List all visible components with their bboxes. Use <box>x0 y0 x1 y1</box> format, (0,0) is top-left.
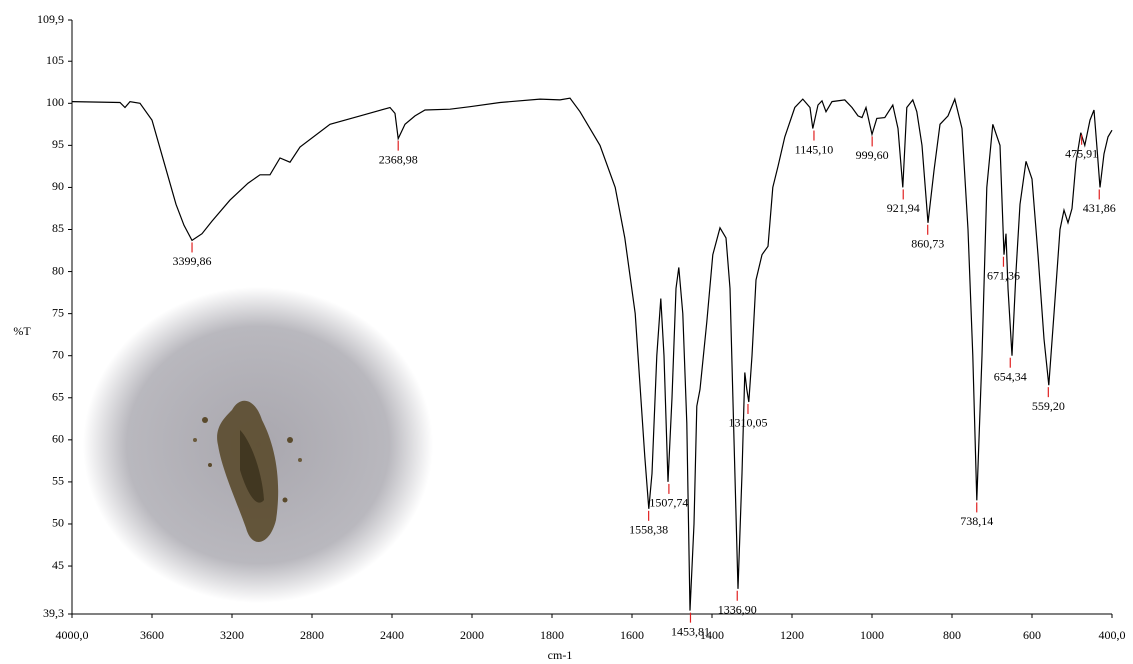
x-tick-label: 600 <box>1023 628 1041 642</box>
x-tick-label: 400,0 <box>1099 628 1126 642</box>
y-tick-label: 85 <box>52 221 64 235</box>
peak-label: 1336,90 <box>718 603 757 617</box>
y-tick-label: 75 <box>52 305 64 319</box>
peak-label: 860,73 <box>911 237 944 251</box>
y-tick-label: 60 <box>52 432 64 446</box>
y-tick-label: 109,9 <box>37 12 64 26</box>
y-tick-label: 50 <box>52 516 64 530</box>
x-tick-label: 3600 <box>140 628 164 642</box>
peak-label: 1558,38 <box>629 523 668 537</box>
x-tick-label: 1800 <box>540 628 564 642</box>
peak-label: 999,60 <box>856 148 889 162</box>
y-tick-label: 39,3 <box>43 606 64 620</box>
peak-label: 654,34 <box>994 369 1027 383</box>
sample-photo <box>83 287 433 603</box>
peak-label: 671,36 <box>987 268 1020 282</box>
spectrum-line <box>71 97 1113 611</box>
peak-label: 431,86 <box>1083 201 1116 215</box>
peak-label: 738,14 <box>960 514 993 528</box>
peak-label: 559,20 <box>1032 399 1065 413</box>
peak-label: 921,94 <box>887 201 920 215</box>
x-tick-label: 1200 <box>780 628 804 642</box>
x-tick-label: 1400 <box>700 628 724 642</box>
x-axis-label: cm-1 <box>548 648 573 662</box>
y-tick-label: 45 <box>52 558 64 572</box>
peak-label: 1507,74 <box>649 496 688 510</box>
x-tick-label: 800 <box>943 628 961 642</box>
y-tick-label: 95 <box>52 137 64 151</box>
peak-label: 1453,81 <box>671 624 710 638</box>
y-tick-label: 55 <box>52 474 64 488</box>
y-tick-label: 80 <box>52 263 64 277</box>
peak-label: 1145,10 <box>795 142 834 156</box>
x-tick-label: 3200 <box>220 628 244 642</box>
x-tick-label: 1600 <box>620 628 644 642</box>
y-tick-label: 65 <box>52 390 64 404</box>
x-tick-label: 1000 <box>860 628 884 642</box>
y-tick-label: 90 <box>52 179 64 193</box>
peak-label: 3399,86 <box>173 254 212 268</box>
peak-label: 1310,05 <box>728 416 767 430</box>
x-tick-label: 2000 <box>460 628 484 642</box>
y-tick-label: 70 <box>52 347 64 361</box>
y-axis-label: %T <box>13 324 31 338</box>
x-tick-label: 2400 <box>380 628 404 642</box>
peak-label: 2368,98 <box>379 152 418 166</box>
peak-label: 475,91 <box>1065 146 1098 160</box>
x-tick-label: 2800 <box>300 628 324 642</box>
y-tick-label: 105 <box>46 53 64 67</box>
x-tick-label: 4000,0 <box>56 628 89 642</box>
y-tick-label: 100 <box>46 95 64 109</box>
